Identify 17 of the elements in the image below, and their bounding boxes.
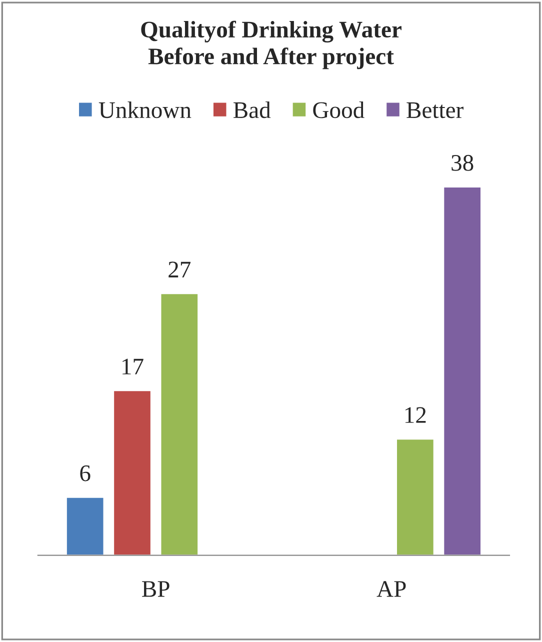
data-label: 6	[80, 465, 90, 482]
bar	[66, 496, 105, 556]
data-label: 38	[452, 154, 474, 171]
data-label: 27	[168, 262, 191, 278]
bar	[442, 186, 482, 556]
x-tick-label: BP	[142, 581, 170, 597]
legend-label: Good	[313, 102, 364, 118]
bar	[396, 438, 435, 556]
legend-label: Better	[406, 102, 464, 118]
bar	[160, 292, 199, 556]
data-label: 17	[122, 358, 144, 374]
bar	[112, 390, 152, 556]
x-tick-label: AP	[376, 581, 406, 597]
legend-label: Bad	[234, 102, 271, 118]
data-label: 12	[405, 407, 426, 423]
legend-label: Unknown	[98, 102, 192, 118]
chart-title: Qualityof Drinking Water Before and After project	[141, 20, 402, 70]
